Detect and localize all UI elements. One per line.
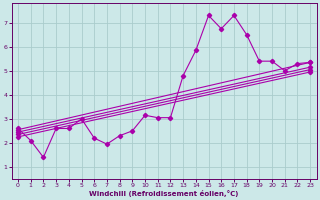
X-axis label: Windchill (Refroidissement éolien,°C): Windchill (Refroidissement éolien,°C)	[89, 190, 239, 197]
